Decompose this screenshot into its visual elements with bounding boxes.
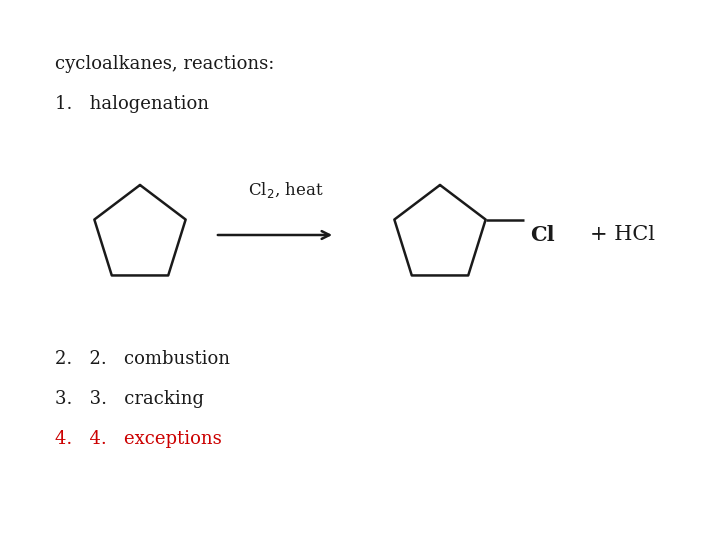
Text: 3.   3.   cracking: 3. 3. cracking — [55, 390, 204, 408]
Text: + HCl: + HCl — [590, 226, 655, 245]
Text: 4.   4.   exceptions: 4. 4. exceptions — [55, 430, 222, 448]
Text: 2.   2.   combustion: 2. 2. combustion — [55, 350, 230, 368]
Text: 1.   halogenation: 1. halogenation — [55, 95, 209, 113]
Text: cycloalkanes, reactions:: cycloalkanes, reactions: — [55, 55, 274, 73]
Text: Cl$_2$, heat: Cl$_2$, heat — [248, 180, 324, 200]
Text: Cl: Cl — [530, 225, 554, 245]
